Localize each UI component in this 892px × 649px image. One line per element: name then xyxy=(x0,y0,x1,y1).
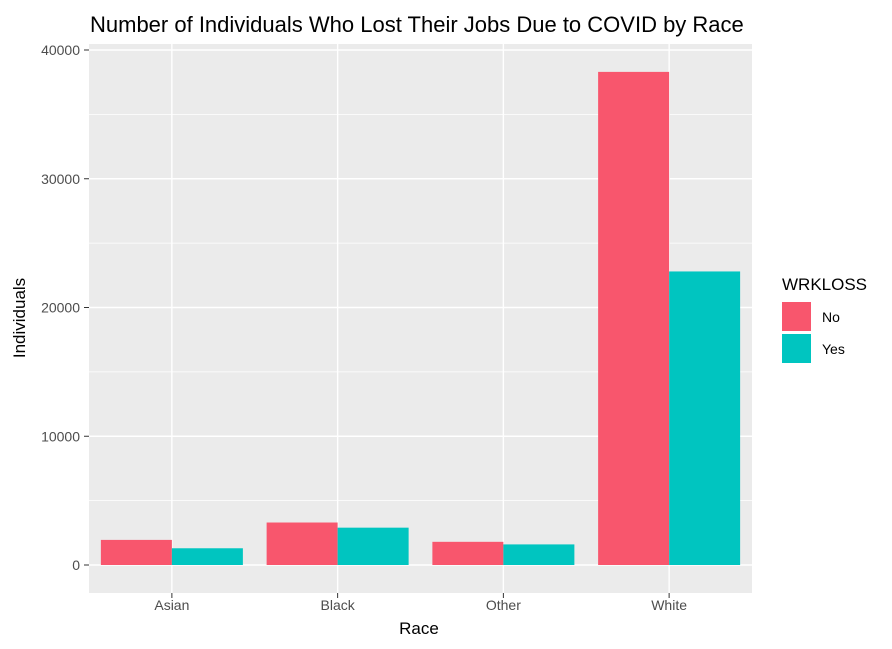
bars xyxy=(100,71,741,565)
x-axis: Asian Black Other White xyxy=(154,593,687,613)
legend-label: Yes xyxy=(822,341,845,357)
legend-key-yes xyxy=(782,334,811,363)
x-tick-label: Other xyxy=(486,597,521,613)
x-axis-title: Race xyxy=(399,619,439,638)
bar-black-no xyxy=(266,522,338,565)
y-tick-label: 20000 xyxy=(41,300,80,316)
bar-asian-no xyxy=(100,539,172,565)
y-axis: 0 10000 20000 30000 40000 xyxy=(41,42,89,573)
legend: WRKLOSS No Yes xyxy=(782,275,867,363)
legend-label: No xyxy=(822,309,840,325)
bar-black-yes xyxy=(337,527,409,565)
bar-white-no xyxy=(598,71,670,565)
bar-other-no xyxy=(432,541,504,565)
bar-asian-yes xyxy=(171,548,243,565)
legend-key-no xyxy=(782,302,811,331)
legend-title: WRKLOSS xyxy=(782,275,867,294)
y-axis-title: Individuals xyxy=(10,278,29,358)
x-tick-label: Asian xyxy=(154,597,189,613)
y-tick-label: 10000 xyxy=(41,428,80,444)
y-tick-label: 0 xyxy=(72,557,80,573)
x-tick-label: Black xyxy=(321,597,356,613)
y-tick-label: 30000 xyxy=(41,171,80,187)
bar-white-yes xyxy=(669,271,741,565)
y-tick-label: 40000 xyxy=(41,42,80,58)
x-tick-label: White xyxy=(651,597,687,613)
chart-title: Number of Individuals Who Lost Their Job… xyxy=(90,12,744,37)
bar-other-yes xyxy=(503,544,575,565)
